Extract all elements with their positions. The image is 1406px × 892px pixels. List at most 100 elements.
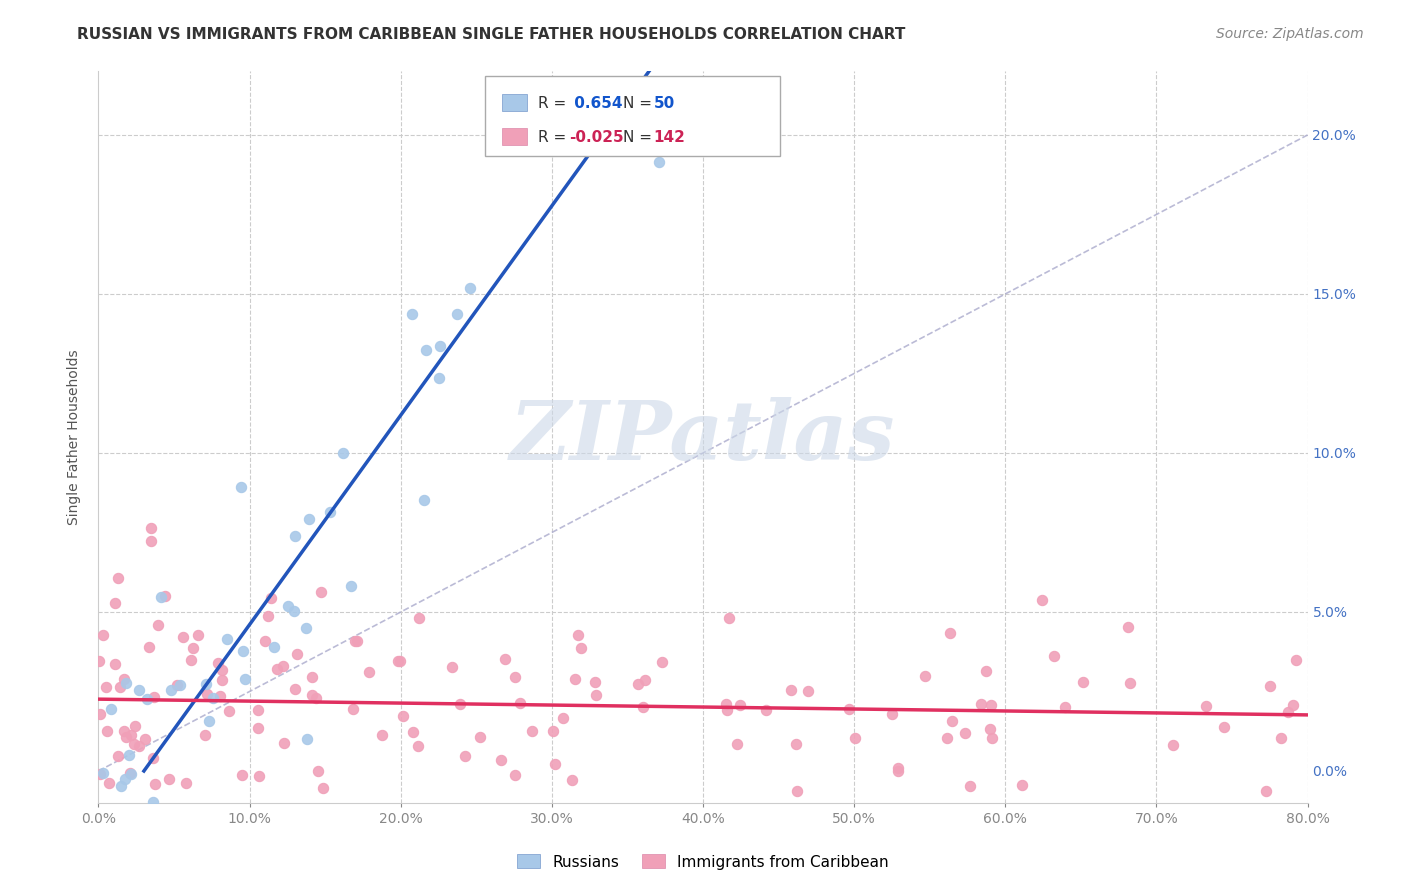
- Point: [541, 724, 564, 739]
- Point: [583, 675, 606, 690]
- Point: [572, 100, 595, 114]
- Point: [91, 880, 114, 892]
- Point: [284, 529, 307, 543]
- Point: [1116, 620, 1139, 634]
- Point: [100, 702, 122, 716]
- Point: [627, 677, 650, 691]
- Point: [96, 723, 118, 738]
- Point: [388, 654, 411, 668]
- Point: [181, 641, 204, 656]
- Text: R =: R =: [538, 130, 572, 145]
- Point: [346, 633, 368, 648]
- Point: [118, 765, 141, 780]
- Point: [101, 815, 124, 830]
- Point: [1161, 738, 1184, 752]
- Point: [887, 761, 910, 775]
- Point: [231, 480, 253, 494]
- Point: [936, 731, 959, 745]
- Point: [981, 731, 1004, 745]
- Point: [218, 704, 240, 718]
- Text: -0.025: -0.025: [569, 130, 624, 145]
- Point: [408, 611, 430, 625]
- Point: [202, 691, 225, 706]
- Point: [716, 698, 738, 712]
- Point: [195, 677, 218, 691]
- Point: [332, 445, 354, 459]
- Point: [441, 660, 464, 674]
- Point: [128, 683, 150, 698]
- Point: [298, 511, 321, 525]
- Point: [619, 40, 641, 54]
- Point: [359, 665, 381, 679]
- Point: [260, 591, 283, 606]
- Point: [1282, 698, 1305, 712]
- Point: [301, 670, 323, 684]
- Point: [1195, 698, 1218, 713]
- Point: [301, 688, 323, 702]
- Point: [415, 343, 437, 357]
- Point: [340, 579, 363, 593]
- Point: [1258, 679, 1281, 693]
- Point: [155, 589, 177, 603]
- Point: [544, 757, 567, 772]
- Point: [120, 767, 142, 781]
- Point: [122, 737, 145, 751]
- Point: [728, 698, 751, 713]
- Point: [187, 628, 209, 642]
- Point: [160, 683, 183, 698]
- Text: 142: 142: [654, 130, 686, 145]
- Text: 50: 50: [654, 96, 675, 112]
- Point: [247, 769, 270, 783]
- Point: [284, 681, 307, 696]
- Point: [633, 700, 655, 714]
- Point: [297, 732, 319, 747]
- Point: [980, 698, 1002, 712]
- Point: [522, 724, 544, 739]
- Point: [446, 307, 468, 321]
- Text: RUSSIAN VS IMMIGRANTS FROM CARIBBEAN SINGLE FATHER HOUSEHOLDS CORRELATION CHART: RUSSIAN VS IMMIGRANTS FROM CARIBBEAN SIN…: [77, 27, 905, 42]
- Point: [146, 808, 169, 822]
- Legend: Russians, Immigrants from Caribbean: Russians, Immigrants from Caribbean: [510, 848, 896, 876]
- Point: [148, 618, 170, 632]
- Point: [1277, 705, 1299, 719]
- Point: [209, 690, 232, 704]
- Point: [537, 128, 560, 143]
- Point: [838, 702, 860, 716]
- Point: [569, 640, 592, 655]
- Point: [253, 634, 276, 648]
- Point: [157, 772, 180, 786]
- Point: [143, 690, 166, 704]
- Point: [138, 640, 160, 654]
- Point: [91, 850, 114, 864]
- Point: [1285, 653, 1308, 667]
- Point: [118, 874, 141, 888]
- Point: [503, 768, 526, 782]
- Point: [309, 584, 332, 599]
- Point: [117, 747, 139, 762]
- Point: [283, 604, 305, 618]
- Point: [412, 492, 434, 507]
- Point: [401, 725, 423, 739]
- Point: [1119, 676, 1142, 690]
- Point: [136, 692, 159, 706]
- Point: [91, 766, 114, 780]
- Point: [935, 825, 957, 839]
- Point: [785, 737, 807, 751]
- Point: [716, 703, 738, 717]
- Point: [112, 672, 135, 686]
- Point: [780, 682, 803, 697]
- Point: [470, 730, 492, 744]
- Point: [285, 648, 308, 662]
- Point: [256, 844, 278, 858]
- Point: [271, 659, 294, 673]
- Point: [124, 718, 146, 732]
- Point: [166, 678, 188, 692]
- Point: [886, 764, 908, 779]
- Text: N =: N =: [623, 96, 657, 112]
- Point: [87, 654, 110, 668]
- Text: 0.654: 0.654: [569, 96, 623, 112]
- Point: [1031, 592, 1053, 607]
- Point: [112, 723, 135, 738]
- Point: [211, 663, 233, 677]
- Point: [561, 773, 583, 788]
